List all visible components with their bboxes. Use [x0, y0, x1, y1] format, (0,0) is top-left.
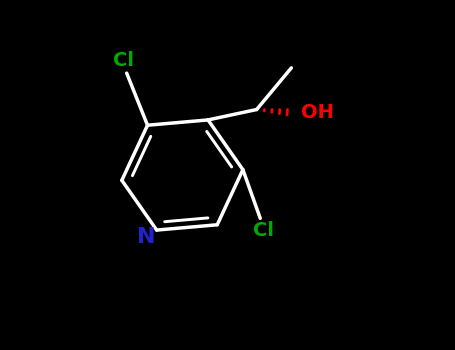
- Text: OH: OH: [301, 104, 334, 122]
- Text: Cl: Cl: [253, 221, 274, 240]
- Text: Cl: Cl: [113, 51, 134, 70]
- Text: N: N: [137, 227, 156, 247]
